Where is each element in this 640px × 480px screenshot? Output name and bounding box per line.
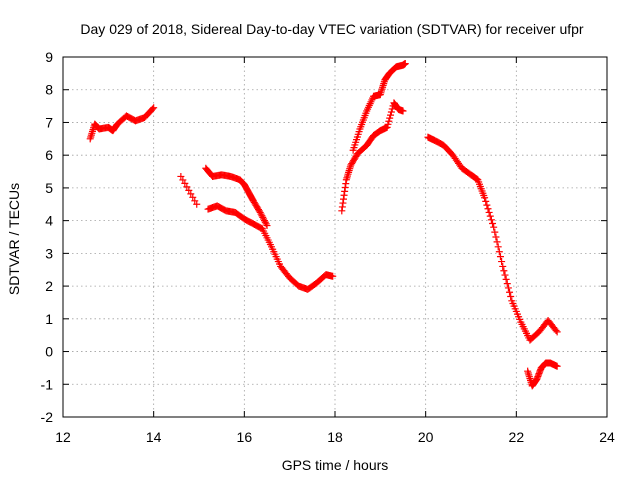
data-point xyxy=(257,210,265,218)
y-tick-label: 0 xyxy=(45,344,53,360)
data-point xyxy=(495,248,503,256)
data-point xyxy=(261,218,269,226)
x-tick-label: 24 xyxy=(599,429,615,445)
data-point xyxy=(494,243,502,251)
data-point xyxy=(399,107,407,115)
data-point xyxy=(260,215,268,223)
data-points xyxy=(86,60,561,390)
x-tick-label: 16 xyxy=(237,429,253,445)
data-point xyxy=(481,194,489,202)
data-point xyxy=(262,220,270,228)
data-point xyxy=(490,223,498,231)
data-point xyxy=(503,280,511,288)
data-point xyxy=(492,233,500,241)
data-point xyxy=(482,197,490,205)
y-tick-label: -1 xyxy=(41,376,54,392)
data-point xyxy=(484,205,492,213)
data-point xyxy=(487,216,495,224)
x-tick-label: 20 xyxy=(418,429,434,445)
data-point xyxy=(387,111,395,119)
data-point xyxy=(384,120,392,128)
data-point xyxy=(553,362,561,370)
data-point xyxy=(255,207,263,215)
data-point xyxy=(502,275,510,283)
y-tick-label: -2 xyxy=(41,409,54,425)
data-point xyxy=(329,272,337,280)
data-point xyxy=(496,253,504,261)
y-axis-label: SDTVAR / TECUs xyxy=(6,183,22,295)
y-tick-label: 1 xyxy=(45,311,53,327)
data-point xyxy=(552,326,560,334)
data-point xyxy=(493,238,501,246)
y-tick-label: 9 xyxy=(45,49,53,65)
grid xyxy=(63,57,607,417)
data-point xyxy=(150,104,158,112)
data-point xyxy=(263,222,271,230)
data-point xyxy=(486,212,494,220)
data-point xyxy=(259,213,267,221)
y-tick-label: 5 xyxy=(45,180,53,196)
y-tick-label: 7 xyxy=(45,114,53,130)
data-point xyxy=(498,258,506,266)
data-point xyxy=(383,123,391,131)
data-point xyxy=(193,200,201,208)
series-arc-1 xyxy=(86,104,158,143)
data-point xyxy=(507,293,515,301)
data-point xyxy=(387,108,395,116)
series-arc-3-a xyxy=(338,99,407,215)
x-axis-label: GPS time / hours xyxy=(282,457,389,473)
series-arc-2-lower xyxy=(204,202,337,293)
data-point xyxy=(256,208,264,216)
data-point xyxy=(385,117,393,125)
series-arc-3-b xyxy=(349,60,409,154)
y-tick-label: 4 xyxy=(45,213,53,229)
y-tick-label: 2 xyxy=(45,278,53,294)
x-tick-label: 18 xyxy=(327,429,343,445)
data-point xyxy=(491,228,499,236)
data-point xyxy=(501,271,509,279)
data-point xyxy=(258,212,266,220)
data-point xyxy=(386,114,394,122)
data-point xyxy=(499,262,507,270)
data-point xyxy=(506,288,514,296)
series-arc-4 xyxy=(424,133,561,344)
data-point xyxy=(500,267,508,275)
data-point xyxy=(149,105,157,113)
plot-frame xyxy=(62,56,608,418)
data-point xyxy=(260,217,268,225)
series-isolated xyxy=(177,172,201,208)
data-point xyxy=(483,201,491,209)
chart-title: Day 029 of 2018, Sidereal Day-to-day VTE… xyxy=(80,21,584,37)
x-tick-label: 22 xyxy=(509,429,525,445)
series-arc-2-upper xyxy=(202,164,271,230)
data-point xyxy=(401,60,409,68)
series-arc-5 xyxy=(524,359,561,390)
y-tick-label: 6 xyxy=(45,147,53,163)
data-point xyxy=(553,328,561,336)
y-tick-label: 3 xyxy=(45,245,53,261)
x-tick-label: 12 xyxy=(55,429,71,445)
data-point xyxy=(485,208,493,216)
data-point xyxy=(489,220,497,227)
y-tick-label: 8 xyxy=(45,82,53,98)
x-tick-label: 14 xyxy=(146,429,162,445)
data-point xyxy=(504,284,512,292)
